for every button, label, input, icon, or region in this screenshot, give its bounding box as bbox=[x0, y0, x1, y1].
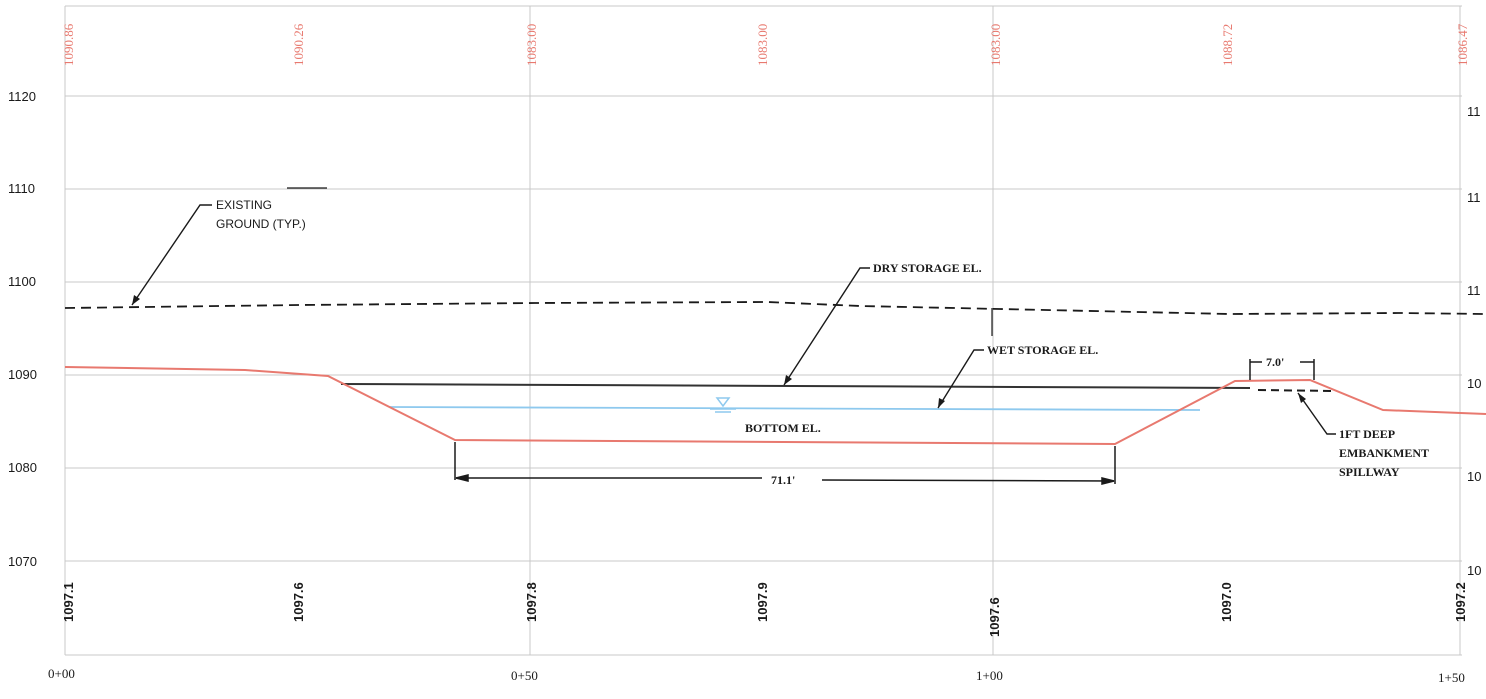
station-axis: 0+00 0+50 1+00 1+50 bbox=[48, 666, 1465, 685]
proposed-profile-line bbox=[64, 366, 1486, 446]
elev-tick-label-right: 11 bbox=[1467, 104, 1481, 119]
bottom-width-label: 71.1' bbox=[771, 473, 795, 487]
right-elevation-axis: 11 11 11 10 10 10 bbox=[1467, 104, 1481, 578]
bottom-elevation-label: BOTTOM EL. bbox=[745, 421, 821, 435]
proposed-elev-label: 1083.00 bbox=[524, 24, 539, 66]
spillway-dashed bbox=[1257, 389, 1336, 392]
existing-elev-label: 1097.6 bbox=[987, 597, 1002, 637]
proposed-elev-label: 1090.26 bbox=[291, 23, 306, 66]
crest-width-dimension bbox=[1249, 359, 1315, 380]
spillway-label: 1FT DEEP bbox=[1339, 427, 1395, 441]
leader-lines bbox=[131, 204, 1336, 435]
elev-tick-label: 1090 bbox=[8, 367, 37, 382]
elev-tick-label: 1120 bbox=[8, 89, 36, 104]
existing-elev-label: 1097.8 bbox=[524, 582, 539, 622]
elev-tick-label: 1110 bbox=[8, 181, 35, 196]
left-elevation-axis: 1120 1110 1100 1090 1080 1070 bbox=[8, 89, 37, 569]
dry-storage-label: DRY STORAGE EL. bbox=[873, 261, 982, 275]
elev-tick-label-right: 11 bbox=[1467, 190, 1481, 205]
elev-tick-label: 1080 bbox=[8, 460, 37, 475]
elev-tick-label: 1070 bbox=[8, 554, 37, 569]
existing-elev-label: 1097.9 bbox=[755, 582, 770, 622]
station-label: 0+00 bbox=[48, 666, 75, 681]
wet-storage-line bbox=[389, 406, 1201, 411]
elev-tick-label: 1100 bbox=[8, 274, 36, 289]
proposed-elev-label: 1083.00 bbox=[988, 24, 1003, 66]
dry-storage-leader bbox=[783, 267, 870, 386]
spillway-leader bbox=[1297, 392, 1336, 435]
proposed-elev-label: 1088.72 bbox=[1220, 24, 1235, 66]
existing-ground-line bbox=[64, 301, 1486, 315]
existing-ground-label: EXISTING bbox=[216, 198, 272, 212]
existing-elev-label: 1097.0 bbox=[1219, 582, 1234, 622]
wet-storage-label: WET STORAGE EL. bbox=[987, 343, 1098, 357]
grid bbox=[64, 5, 1462, 656]
station-label: 1+50 bbox=[1438, 670, 1465, 685]
spillway-label: EMBANKMENT bbox=[1339, 446, 1429, 460]
proposed-elevation-labels: 1090.86 1090.26 1083.00 1083.00 1083.00 … bbox=[61, 23, 1470, 66]
bottom-width-dimension bbox=[454, 442, 1116, 485]
elev-tick-label-right: 11 bbox=[1467, 283, 1481, 298]
elev-tick-label-right: 10 bbox=[1467, 469, 1481, 484]
proposed-elev-label: 1086.47 bbox=[1455, 23, 1470, 66]
leader-arrowheads bbox=[132, 295, 1306, 408]
station-label: 1+00 bbox=[976, 668, 1003, 683]
existing-elev-label: 1097.2 bbox=[1453, 582, 1468, 622]
existing-ground-leader bbox=[131, 204, 212, 306]
station-label: 0+50 bbox=[511, 668, 538, 683]
proposed-elev-label: 1090.86 bbox=[61, 23, 76, 66]
existing-ground-label: GROUND (TYP.) bbox=[216, 217, 306, 231]
wet-storage-leader bbox=[937, 349, 984, 409]
crest-width-label: 7.0' bbox=[1266, 355, 1284, 369]
existing-elev-label: 1097.1 bbox=[61, 582, 76, 622]
existing-elevation-labels: 1097.1 1097.6 1097.8 1097.9 1097.6 1097.… bbox=[61, 582, 1468, 637]
water-surface-icon bbox=[710, 397, 736, 413]
elev-tick-label-right: 10 bbox=[1467, 376, 1481, 391]
elev-tick-label-right: 10 bbox=[1467, 563, 1481, 578]
spillway-label: SPILLWAY bbox=[1339, 465, 1400, 479]
existing-elev-label: 1097.6 bbox=[291, 582, 306, 622]
proposed-elev-label: 1083.00 bbox=[755, 24, 770, 66]
dry-storage-line bbox=[340, 383, 1251, 389]
